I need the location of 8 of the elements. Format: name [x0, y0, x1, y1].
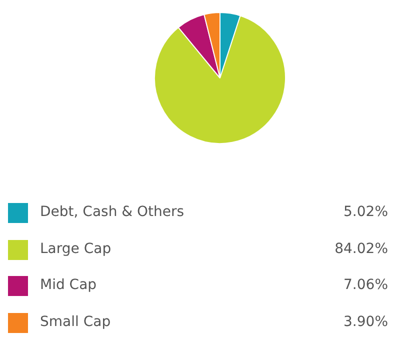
legend-label: Large Cap: [40, 240, 112, 256]
legend-label: Mid Cap: [40, 277, 97, 293]
data-label: 7.06%: [344, 277, 388, 293]
legend-label: Debt, Cash & Others: [40, 204, 184, 220]
legend-label: Small Cap: [40, 314, 111, 330]
data-label: 84.02%: [334, 240, 388, 256]
data-label: 5.02%: [344, 204, 388, 220]
data-label: 3.90%: [344, 314, 388, 330]
